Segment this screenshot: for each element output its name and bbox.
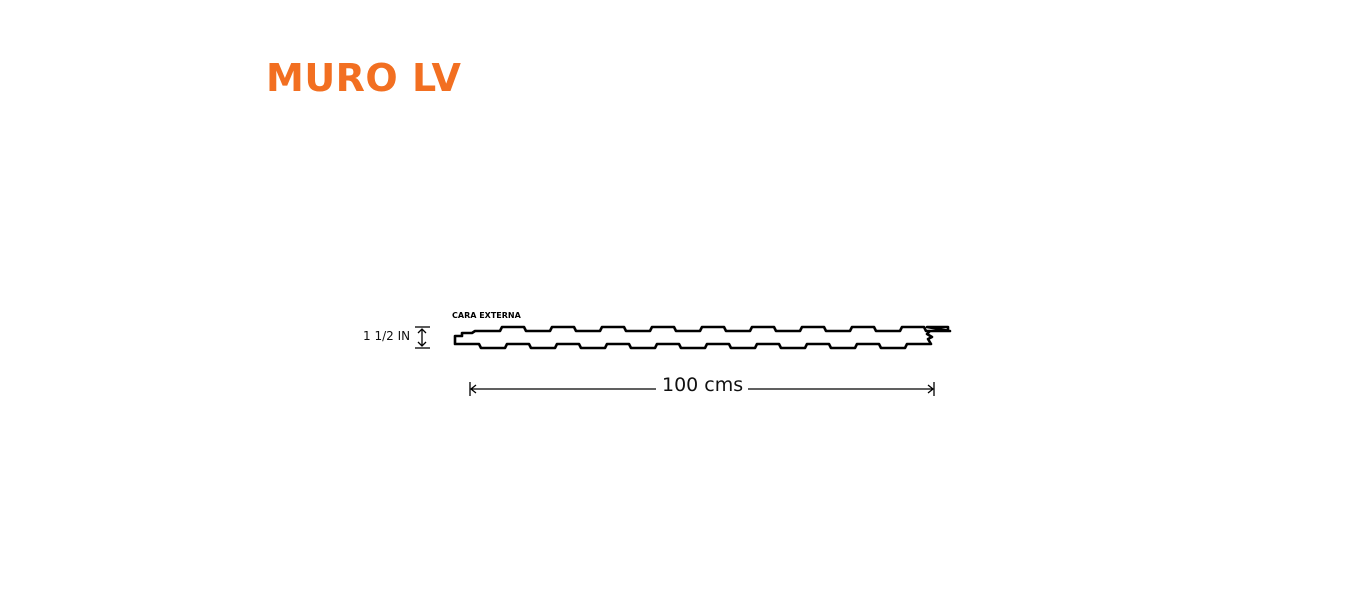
width-dimension xyxy=(469,382,935,396)
thickness-label: 1 1/2 IN xyxy=(363,329,411,343)
width-dimension-label: 100 cms xyxy=(660,374,746,396)
external-face-label: CARA EXTERNA xyxy=(452,311,521,320)
page-title: MURO LV xyxy=(266,56,462,100)
panel-profile xyxy=(453,325,952,350)
thickness-dimension xyxy=(415,326,430,349)
